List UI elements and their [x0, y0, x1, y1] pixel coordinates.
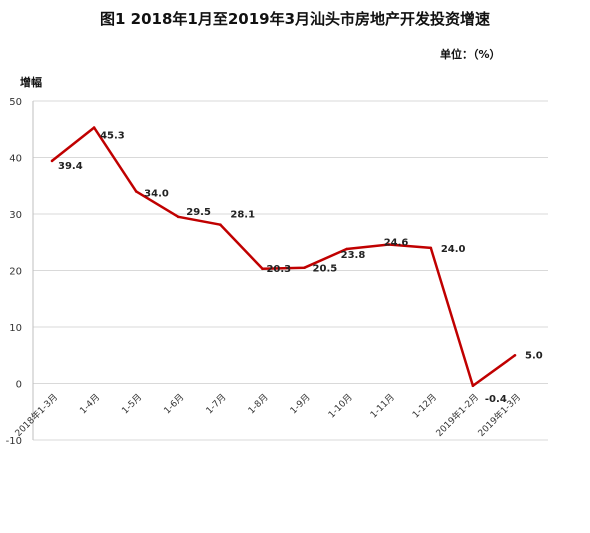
data-point: [50, 159, 54, 163]
x-tick-label: 1-4月: [78, 392, 103, 417]
x-tick-label: 1-10月: [326, 392, 355, 421]
data-point: [513, 353, 517, 357]
unit-label: 单位：（%）: [440, 48, 501, 61]
data-point: [219, 223, 222, 227]
data-point: [429, 246, 433, 250]
data-label: 28.1: [230, 210, 255, 221]
data-label: 45.3: [100, 131, 125, 142]
series-line: [51, 126, 516, 388]
x-tick-label: 2019年1-2月: [433, 391, 481, 439]
x-tick-label: 1-9月: [288, 392, 313, 417]
data-point: [134, 190, 138, 193]
data-point: [261, 267, 264, 271]
data-point: [303, 266, 306, 269]
data-label: 5.0: [525, 350, 543, 361]
x-tick-label: 1-5月: [120, 392, 145, 417]
x-tick-label: 1-6月: [162, 392, 187, 417]
data-label: 34.0: [144, 188, 169, 199]
x-tick-label: 1-7月: [204, 392, 229, 417]
x-tick-label: 1-12月: [410, 392, 439, 421]
x-tick-label: 1-11月: [368, 392, 397, 421]
data-point: [92, 126, 96, 129]
data-point: [345, 247, 348, 251]
data-label: 20.5: [313, 264, 338, 275]
data-label: 39.4: [58, 161, 83, 172]
y-axis-label: 增幅: [20, 76, 42, 89]
data-label: 24.6: [384, 238, 409, 249]
y-tick-label: -10: [6, 436, 22, 447]
y-tick-label: 30: [9, 210, 22, 221]
y-tick-label: 0: [16, 380, 22, 391]
data-point: [387, 243, 391, 246]
y-tick-label: 50: [9, 97, 22, 108]
data-label: 24.0: [441, 244, 466, 255]
data-label: 23.8: [341, 250, 366, 261]
data-label: -0.4: [485, 394, 507, 405]
data-label: 20.3: [266, 264, 291, 275]
data-point: [176, 215, 180, 219]
y-tick-label: 40: [9, 154, 22, 165]
y-tick-label: 20: [9, 267, 22, 278]
x-tick-label: 2018年1-3月: [12, 391, 60, 439]
chart-title: 图1 2018年1月至2019年3月汕头市房地产开发投资增速: [99, 10, 491, 28]
data-label: 29.5: [186, 207, 211, 218]
data-point: [471, 384, 475, 388]
x-tick-label: 1-8月: [246, 392, 271, 417]
y-tick-label: 10: [9, 323, 22, 334]
